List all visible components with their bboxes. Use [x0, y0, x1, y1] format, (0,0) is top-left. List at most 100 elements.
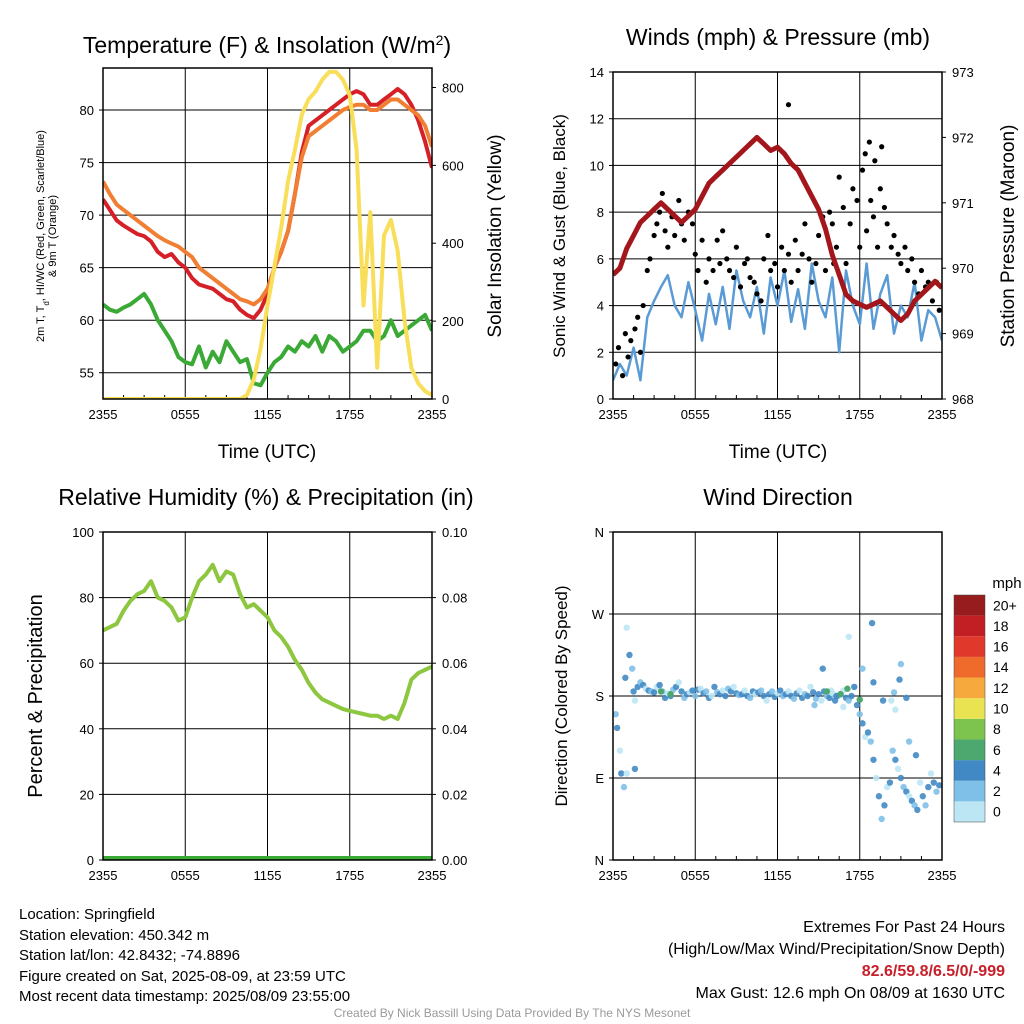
x-tick-label: 2355	[89, 407, 118, 422]
gust-point	[613, 361, 619, 367]
direction-point	[859, 720, 866, 727]
gust-point	[905, 267, 911, 274]
direction-point	[763, 697, 770, 704]
direction-point	[844, 685, 851, 692]
x-tick-label: 2355	[928, 407, 957, 422]
direction-point	[914, 806, 921, 814]
temperature-title: Temperature (F) & Insolation (W/m2)	[83, 32, 451, 58]
latlon-text: Station lat/lon: 42.8432; -74.8896	[19, 947, 241, 964]
y2-tick-label: 200	[442, 314, 464, 329]
direction-point	[873, 774, 880, 782]
direction-point	[815, 690, 822, 698]
gust-point	[870, 214, 877, 220]
direction-point	[933, 788, 940, 795]
colorbar-label: 20+	[993, 597, 1017, 613]
y-tick-label: 2	[597, 345, 604, 360]
y-tick-label: 75	[80, 156, 94, 171]
gust-point	[909, 256, 915, 262]
plot-frame	[612, 531, 943, 861]
gust-point	[754, 291, 760, 297]
gust-point	[628, 338, 634, 344]
gust-point	[884, 221, 890, 227]
y2-tick-label: 0	[442, 392, 449, 407]
direction-point	[730, 683, 737, 691]
gust-point	[874, 244, 881, 250]
plot-area	[103, 562, 432, 860]
colorbar-label: 10	[993, 701, 1009, 717]
direction-point	[650, 689, 658, 696]
direction-point	[807, 683, 814, 691]
speed-colorbar: 0 2 4 6 8 10 12 14 16 18 20+	[953, 594, 1017, 823]
direction-point	[927, 770, 935, 777]
y-tick-label: E	[595, 771, 604, 786]
gust-point	[895, 251, 901, 257]
direction-point	[711, 683, 718, 691]
gust-point	[891, 232, 897, 239]
y-tick-label: 8	[597, 205, 604, 220]
gust-point	[726, 267, 733, 274]
y2-tick-label: 969	[952, 327, 974, 342]
y-tick-label: 40	[80, 722, 94, 737]
extremes-subtitle: (High/Low/Max Wind/Precipitation/Snow De…	[667, 941, 1005, 958]
gust-point	[657, 209, 663, 215]
y2-tick-label: 968	[952, 392, 974, 407]
direction-point	[757, 687, 765, 694]
winds-panel: Winds (mph) & Pressure (mb) Sonic Wind &…	[550, 24, 1019, 463]
colorbar-segment	[954, 780, 985, 802]
gust-point	[936, 307, 942, 313]
gust-point	[847, 221, 853, 227]
gust-point	[877, 186, 883, 192]
gust-point	[731, 274, 737, 281]
gust-point	[864, 228, 870, 234]
direction-point	[892, 706, 899, 713]
colorbar-segment	[954, 615, 985, 637]
gust-point	[868, 197, 874, 204]
y-tick-label: 80	[80, 591, 94, 606]
colorbar-segment	[954, 656, 985, 678]
colorbar-segment	[954, 801, 985, 822]
colorbar-label: 0	[993, 804, 1001, 820]
gust-point	[622, 331, 628, 337]
direction-point	[819, 665, 826, 672]
gust-point	[872, 158, 878, 164]
direction-point	[809, 689, 817, 696]
direction-point	[689, 687, 696, 694]
gust-point	[802, 221, 808, 227]
direction-point	[890, 689, 898, 696]
direction-point	[623, 624, 630, 631]
direction-point	[628, 665, 636, 672]
direction-point	[837, 690, 844, 698]
gust-point	[651, 232, 657, 239]
direction-point	[859, 665, 866, 672]
direction-point	[851, 683, 858, 691]
direction-point	[796, 687, 803, 694]
direction-point	[630, 688, 637, 695]
colorbar-title: mph	[992, 575, 1021, 592]
y2-tick-label: 972	[952, 130, 974, 145]
series-line	[613, 262, 942, 382]
extremes-values: 82.6/59.8/6.5/0/-999	[861, 963, 1005, 980]
gust-point	[779, 244, 785, 250]
series-line	[613, 134, 942, 323]
winds-y2label: Station Pressure (Maroon)	[998, 125, 1019, 348]
direction-point	[811, 701, 818, 709]
direction-point	[790, 695, 798, 702]
winds-ylabel: Sonic Wind & Gust (Blue, Black)	[550, 114, 569, 358]
gust-point	[672, 232, 678, 239]
colorbar-segment	[954, 718, 985, 740]
winds-xlabel: Time (UTC)	[729, 442, 828, 463]
direction-point	[741, 687, 748, 694]
y2-tick-label: 0.04	[442, 722, 467, 737]
gust-point	[918, 267, 925, 274]
direction-point	[889, 747, 896, 754]
plot-area	[103, 69, 432, 399]
direction-point	[768, 688, 776, 695]
credit-text: Created By Nick Bassill Using Data Provi…	[333, 1006, 691, 1020]
gust-point	[703, 279, 709, 285]
y-tick-label: 10	[590, 158, 604, 173]
y-tick-label: 14	[590, 65, 604, 80]
colorbar-label: 4	[993, 762, 1001, 778]
gust-point	[902, 244, 908, 250]
direction-point	[936, 782, 942, 789]
gust-point	[747, 274, 753, 281]
